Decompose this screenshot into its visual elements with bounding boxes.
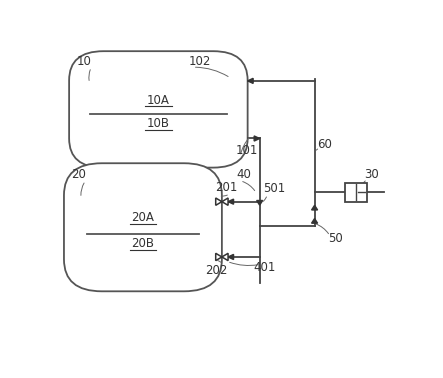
Text: 50: 50 bbox=[328, 232, 342, 245]
Polygon shape bbox=[311, 218, 318, 223]
Text: 40: 40 bbox=[236, 168, 251, 181]
Text: 201: 201 bbox=[215, 181, 237, 194]
Text: 10: 10 bbox=[77, 55, 92, 68]
Polygon shape bbox=[216, 198, 222, 205]
Bar bbox=[345, 183, 367, 202]
Polygon shape bbox=[254, 136, 260, 141]
Polygon shape bbox=[256, 200, 263, 205]
Text: 10A: 10A bbox=[147, 94, 170, 107]
FancyBboxPatch shape bbox=[64, 163, 222, 291]
FancyBboxPatch shape bbox=[69, 51, 248, 167]
Text: 401: 401 bbox=[253, 261, 275, 274]
Text: 20A: 20A bbox=[132, 211, 154, 224]
Polygon shape bbox=[222, 198, 228, 205]
Polygon shape bbox=[216, 253, 222, 260]
Text: 501: 501 bbox=[263, 182, 286, 195]
Polygon shape bbox=[222, 253, 228, 260]
Text: 10B: 10B bbox=[147, 117, 170, 130]
Text: 102: 102 bbox=[188, 55, 211, 68]
Polygon shape bbox=[248, 78, 253, 84]
Text: 202: 202 bbox=[205, 263, 227, 277]
Polygon shape bbox=[311, 205, 318, 210]
Polygon shape bbox=[228, 199, 233, 204]
Polygon shape bbox=[228, 254, 233, 260]
Text: 101: 101 bbox=[236, 144, 258, 157]
Text: 30: 30 bbox=[364, 167, 379, 181]
Text: 20: 20 bbox=[71, 168, 86, 181]
Text: 20B: 20B bbox=[132, 237, 155, 250]
Text: 60: 60 bbox=[318, 138, 332, 151]
